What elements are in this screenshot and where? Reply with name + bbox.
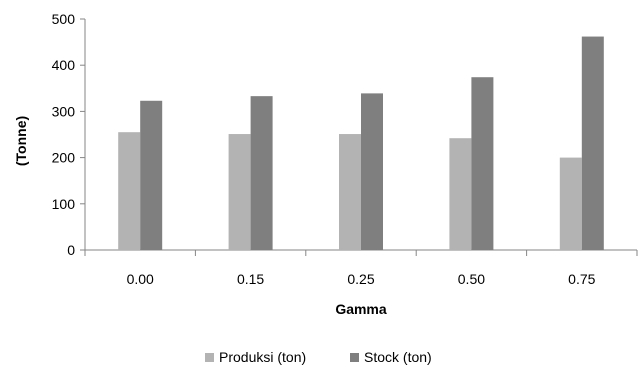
legend-swatch-stock <box>350 353 359 362</box>
legend: Produksi (ton) Stock (ton) <box>205 349 432 365</box>
x-axis: 0.00 0.15 0.25 0.50 0.75 <box>85 250 637 287</box>
bar-stock-1 <box>251 96 273 250</box>
bar-stock-2 <box>361 93 383 250</box>
legend-label-stock: Stock (ton) <box>364 349 432 365</box>
y-tick-label: 100 <box>52 196 76 212</box>
x-tick-label: 0.50 <box>458 271 485 287</box>
bar-produksi-0 <box>118 132 140 250</box>
legend-swatch-produksi <box>205 353 214 362</box>
y-axis: 0 100 200 300 400 500 <box>52 11 85 258</box>
y-tick-label: 500 <box>52 11 76 27</box>
x-tick-label: 0.75 <box>568 271 595 287</box>
bar-produksi-1 <box>229 134 251 250</box>
bar-produksi-2 <box>339 134 361 250</box>
bars <box>118 37 604 250</box>
bar-produksi-3 <box>449 138 471 250</box>
x-tick-label: 0.00 <box>127 271 154 287</box>
bar-produksi-4 <box>560 158 582 250</box>
y-tick-label: 200 <box>52 150 76 166</box>
bar-stock-3 <box>471 77 493 250</box>
y-axis-label: (Tonne) <box>13 116 29 166</box>
x-tick-label: 0.25 <box>347 271 374 287</box>
x-tick-label: 0.15 <box>237 271 264 287</box>
bar-stock-0 <box>140 101 162 250</box>
x-axis-label: Gamma <box>335 301 387 317</box>
y-tick-label: 300 <box>52 103 76 119</box>
legend-label-produksi: Produksi (ton) <box>219 349 306 365</box>
bar-stock-4 <box>582 37 604 250</box>
y-tick-label: 0 <box>67 242 75 258</box>
y-tick-label: 400 <box>52 57 76 73</box>
